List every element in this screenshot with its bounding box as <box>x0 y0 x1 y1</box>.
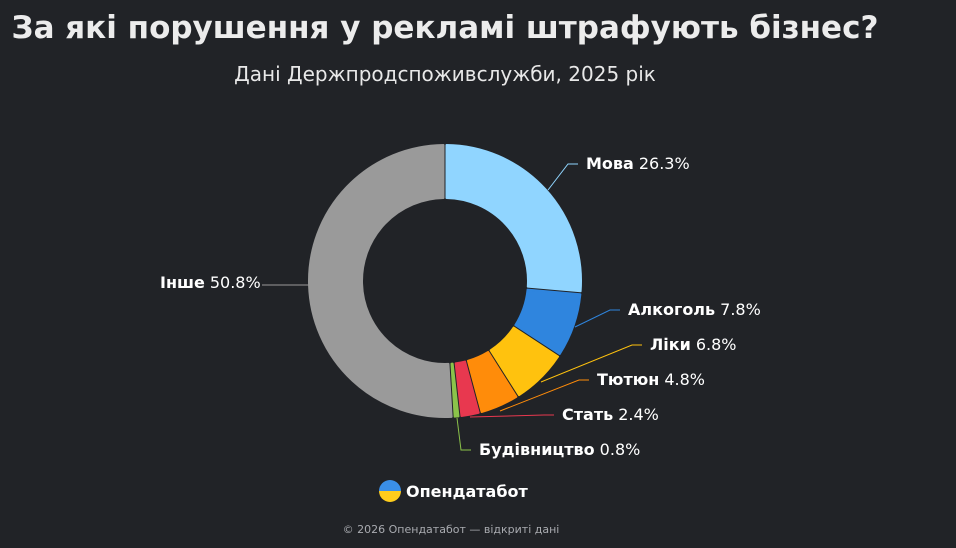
slice-name-4: Тютюн <box>597 370 659 389</box>
footer-copyright: © 2026 Опендатабот — відкриті дані <box>342 523 560 536</box>
slice-value-4: 4.8% <box>664 370 705 389</box>
slice-label-1: Мова 26.3% <box>586 154 690 173</box>
slice-label-2: Алкоголь 7.8% <box>628 300 761 319</box>
brand-logo: Опендатабот <box>379 479 528 503</box>
opendatabot-logo-icon <box>379 480 401 502</box>
leader-line-1 <box>547 163 578 191</box>
chart-subtitle: Дані Держпродспоживслужби, 2025 рік <box>234 62 656 86</box>
slice-7[interactable] <box>308 144 453 418</box>
slice-label-4: Тютюн 4.8% <box>597 370 705 389</box>
slice-label-6: Будівництво 0.8% <box>479 440 640 459</box>
leader-line-6 <box>456 417 471 451</box>
slice-name-3: Ліки <box>650 335 691 354</box>
slice-2[interactable] <box>514 288 582 356</box>
leader-line-4 <box>499 379 589 412</box>
slice-name-6: Будівництво <box>479 440 595 459</box>
slice-name-5: Стать <box>562 405 613 424</box>
slice-label-3: Ліки 6.8% <box>650 335 737 354</box>
slice-label-7: Інше 50.8% <box>160 273 261 292</box>
slice-4[interactable] <box>466 350 518 413</box>
slice-value-7: 50.8% <box>210 273 261 292</box>
slice-1[interactable] <box>445 144 582 293</box>
leader-line-5 <box>469 414 554 418</box>
slice-label-5: Стать 2.4% <box>562 405 659 424</box>
slice-name-2: Алкоголь <box>628 300 715 319</box>
slice-5[interactable] <box>454 360 480 417</box>
leader-line-3 <box>540 344 642 383</box>
slice-name-7: Інше <box>160 273 205 292</box>
leader-line-2 <box>574 309 620 328</box>
slice-value-5: 2.4% <box>618 405 659 424</box>
slice-name-1: Мова <box>586 154 634 173</box>
slice-6[interactable] <box>450 362 460 418</box>
slice-value-1: 26.3% <box>639 154 690 173</box>
slice-value-6: 0.8% <box>600 440 641 459</box>
brand-name: Опендатабот <box>406 481 528 501</box>
slice-3[interactable] <box>489 326 560 397</box>
slice-value-2: 7.8% <box>720 300 761 319</box>
slice-value-3: 6.8% <box>696 335 737 354</box>
chart-title: За які порушення у рекламі штрафують біз… <box>11 10 879 46</box>
